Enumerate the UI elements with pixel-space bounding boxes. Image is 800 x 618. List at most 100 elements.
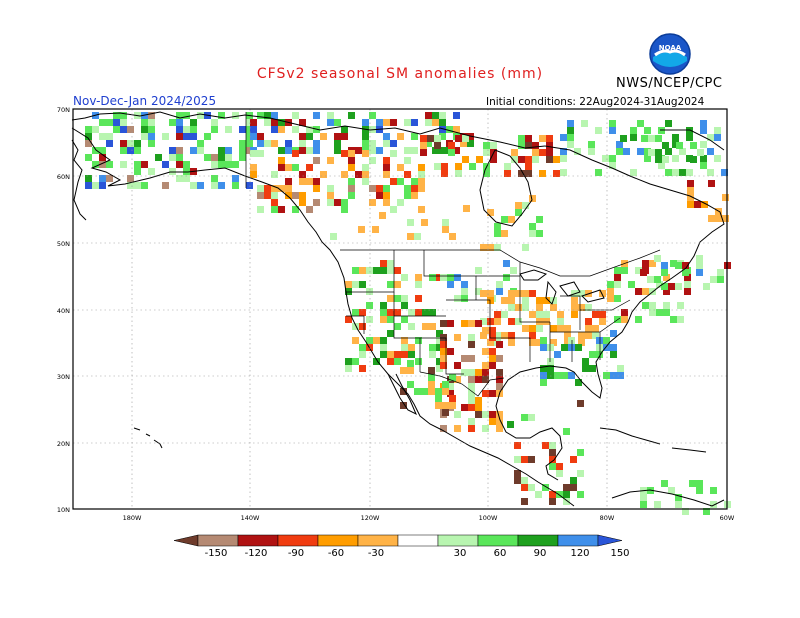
anomaly-cell (359, 344, 366, 351)
anomaly-cell (401, 344, 408, 351)
anomaly-cell (299, 171, 306, 178)
anomaly-cell (447, 320, 454, 327)
anomaly-cell (246, 133, 253, 140)
anomaly-cell (616, 148, 623, 155)
anomaly-cell (359, 323, 366, 330)
anomaly-cell (482, 327, 489, 334)
anomaly-cell (441, 170, 448, 177)
lon-label: 80W (600, 514, 615, 522)
anomaly-cell (299, 178, 306, 185)
anomaly-cell (668, 487, 675, 494)
anomaly-cell (394, 295, 401, 302)
anomaly-cell (568, 344, 575, 351)
anomaly-cell (468, 383, 475, 390)
anomaly-cell (380, 260, 387, 267)
anomaly-cell (577, 491, 584, 498)
anomaly-cell (190, 182, 197, 189)
anomaly-cell (383, 140, 390, 147)
anomaly-cell (292, 150, 299, 157)
anomaly-cell (455, 170, 462, 177)
anomaly-cell (453, 112, 460, 119)
anomaly-cell (468, 418, 475, 425)
anomaly-cell (522, 304, 529, 311)
anomaly-cell (285, 140, 292, 147)
anomaly-cell (415, 274, 422, 281)
anomaly-cell (415, 281, 422, 288)
anomaly-cell (271, 140, 278, 147)
anomaly-cell (614, 281, 621, 288)
anomaly-cell (442, 388, 449, 395)
anomaly-cell (571, 311, 578, 318)
anomaly-cell (127, 147, 134, 154)
anomaly-cell (359, 365, 366, 372)
anomaly-cell (401, 274, 408, 281)
anomaly-cell (532, 156, 539, 163)
anomaly-cell (656, 309, 663, 316)
map-frame (72, 108, 728, 510)
anomaly-cell (383, 199, 390, 206)
anomaly-cell (563, 498, 570, 505)
anomaly-cell (141, 182, 148, 189)
anomaly-cell (341, 171, 348, 178)
anomaly-cell (418, 185, 425, 192)
anomaly-cell (394, 358, 401, 365)
colorbar-legend: -150 -120 -90 -60 -30 30 60 90 120 150 (173, 534, 630, 559)
anomaly-cell (401, 302, 408, 309)
anomaly-cell (707, 148, 714, 155)
colorbar-label: -150 (205, 548, 228, 559)
longitude-labels: 180W 140W 120W 100W 80W 60W (123, 514, 735, 522)
anomaly-cell (239, 126, 246, 133)
anomaly-cell (658, 162, 665, 169)
anomaly-cell (432, 112, 439, 119)
anomaly-cell (334, 199, 341, 206)
anomaly-cell (487, 339, 494, 346)
anomaly-cell (528, 456, 535, 463)
anomaly-cell (449, 402, 456, 409)
anomaly-cell (663, 309, 670, 316)
colorbar-swatch (517, 534, 559, 547)
anomaly-cell (435, 402, 442, 409)
anomaly-cell (663, 274, 670, 281)
anomaly-cell (414, 388, 421, 395)
anomaly-cell (428, 374, 435, 381)
anomaly-cell (536, 318, 543, 325)
anomaly-cell (556, 491, 563, 498)
anomaly-cell (106, 161, 113, 168)
anomaly-cell (614, 295, 621, 302)
anomaly-cell (414, 233, 421, 240)
anomaly-cell (436, 274, 443, 281)
anomaly-cell (394, 351, 401, 358)
anomaly-cell (434, 163, 441, 170)
anomaly-cell (515, 202, 522, 209)
anomaly-cell (436, 365, 443, 372)
anomaly-cell (494, 318, 501, 325)
anomaly-cell (341, 199, 348, 206)
anomaly-cell (345, 316, 352, 323)
anomaly-cell (677, 302, 684, 309)
anomaly-cell (383, 185, 390, 192)
anomaly-cell (508, 339, 515, 346)
anomaly-cell (387, 351, 394, 358)
anomaly-cell (120, 119, 127, 126)
anomaly-cell (345, 358, 352, 365)
anomaly-cell (447, 281, 454, 288)
anomaly-cell (648, 149, 655, 156)
anomaly-cell (543, 318, 550, 325)
anomaly-cell (461, 369, 468, 376)
anomaly-cell (369, 147, 376, 154)
anomaly-cell (327, 157, 334, 164)
anomaly-cell (439, 147, 446, 154)
anomaly-cell (211, 119, 218, 126)
anomaly-cell (546, 135, 553, 142)
anomaly-cell (257, 140, 264, 147)
anomaly-cell (285, 164, 292, 171)
anomaly-cell (394, 323, 401, 330)
anomaly-cell (528, 484, 535, 491)
anomaly-cell (141, 133, 148, 140)
lon-label: 120W (361, 514, 380, 522)
anomaly-cell (539, 135, 546, 142)
anomaly-cell (529, 339, 536, 346)
anomaly-cell (637, 148, 644, 155)
anomaly-cell (655, 135, 662, 142)
anomaly-cell (453, 147, 460, 154)
